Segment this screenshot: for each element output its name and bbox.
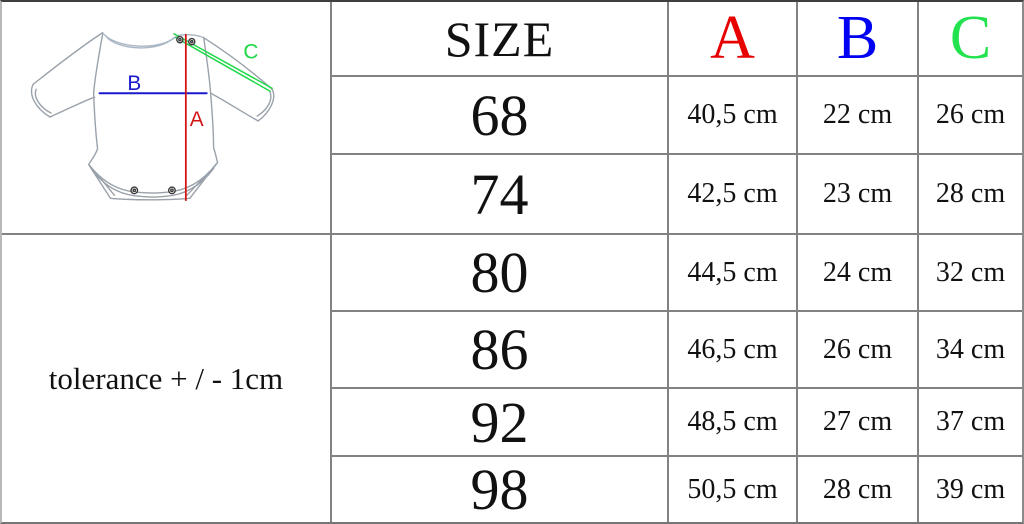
row-92-a: 48,5 cm	[669, 389, 798, 457]
row-80-a: 44,5 cm	[669, 235, 798, 312]
row-74-a: 42,5 cm	[669, 155, 798, 235]
row-98-b: 28 cm	[798, 457, 919, 522]
size-98: 98	[332, 457, 669, 522]
size-68: 68	[332, 77, 669, 155]
b-label: B	[127, 72, 141, 95]
size-80: 80	[332, 235, 669, 312]
bodysuit-drawing: A B C	[30, 32, 275, 202]
row-86-c: 34 cm	[919, 312, 1022, 389]
row-74-c: 28 cm	[919, 155, 1022, 235]
tolerance-note: tolerance + / - 1cm	[2, 235, 332, 522]
header-c: C	[919, 2, 1022, 77]
header-a: A	[669, 2, 798, 77]
size-86: 86	[332, 312, 669, 389]
garment-diagram-cell: A B C	[2, 2, 332, 235]
row-68-c: 26 cm	[919, 77, 1022, 155]
row-92-b: 27 cm	[798, 389, 919, 457]
header-b: B	[798, 2, 919, 77]
row-68-b: 22 cm	[798, 77, 919, 155]
header-size: SIZE	[332, 2, 669, 77]
row-86-b: 26 cm	[798, 312, 919, 389]
c-label: C	[243, 41, 258, 64]
row-98-c: 39 cm	[935, 473, 1006, 505]
row-98-a: 50,5 cm	[669, 457, 798, 522]
row-74-b: 23 cm	[798, 155, 919, 235]
a-label: A	[190, 108, 204, 131]
row-86-a: 46,5 cm	[669, 312, 798, 389]
size-92: 92	[332, 389, 669, 457]
row-80-c: 32 cm	[919, 235, 1022, 312]
snap-buttons	[130, 35, 196, 195]
row-80-b: 24 cm	[798, 235, 919, 312]
size-74: 74	[332, 155, 669, 235]
row-68-a: 40,5 cm	[669, 77, 798, 155]
row-92-c: 37 cm	[919, 389, 1022, 457]
